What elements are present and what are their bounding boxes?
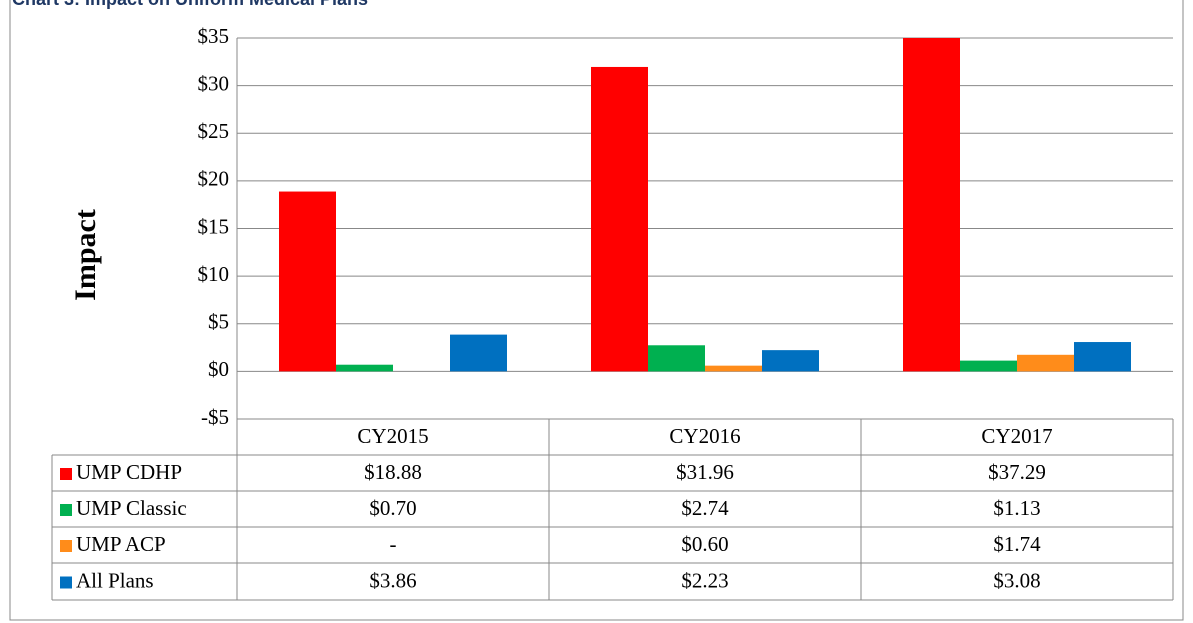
table-value: $37.29 bbox=[988, 460, 1046, 484]
table-value: $1.13 bbox=[993, 496, 1040, 520]
table-value: $3.86 bbox=[369, 568, 416, 592]
legend-swatch bbox=[60, 504, 72, 516]
table-value: - bbox=[390, 532, 397, 556]
bar bbox=[450, 334, 507, 372]
table-value: $1.74 bbox=[993, 532, 1041, 556]
table-value: $2.23 bbox=[681, 568, 728, 592]
legend-label: UMP CDHP bbox=[76, 460, 182, 484]
y-tick-label: -$5 bbox=[201, 405, 229, 429]
bar bbox=[279, 191, 336, 372]
y-tick-label: $25 bbox=[198, 119, 230, 143]
legend-label: UMP ACP bbox=[76, 532, 166, 556]
bar bbox=[591, 66, 648, 372]
chart-title: Chart 3: Impact on Uniform Medical Plans bbox=[12, 0, 368, 9]
table-value: $18.88 bbox=[364, 460, 422, 484]
legend-swatch bbox=[60, 576, 72, 589]
y-tick-label: $0 bbox=[208, 357, 229, 381]
bar bbox=[648, 345, 705, 372]
table-value: $0.70 bbox=[369, 496, 416, 520]
category-label: CY2016 bbox=[669, 424, 740, 448]
table-value: $3.08 bbox=[993, 568, 1040, 592]
y-tick-label: $10 bbox=[198, 262, 230, 286]
legend-label: All Plans bbox=[76, 568, 154, 592]
y-tick-label: $5 bbox=[208, 310, 229, 334]
y-axis-label: Impact bbox=[69, 209, 102, 301]
legend-swatch bbox=[60, 540, 72, 552]
bar bbox=[705, 365, 762, 372]
y-tick-label: $15 bbox=[198, 214, 230, 238]
bar bbox=[336, 364, 393, 372]
bar bbox=[903, 38, 960, 372]
y-tick-label: $35 bbox=[198, 24, 230, 48]
table-value: $0.60 bbox=[681, 532, 728, 556]
bar bbox=[1017, 354, 1074, 372]
legend-swatch bbox=[60, 468, 72, 480]
category-label: CY2015 bbox=[357, 424, 428, 448]
legend-label: UMP Classic bbox=[76, 496, 187, 520]
table-value: $2.74 bbox=[681, 496, 729, 520]
bar bbox=[762, 350, 819, 372]
category-label: CY2017 bbox=[981, 424, 1052, 448]
bar bbox=[1074, 342, 1131, 372]
table-value: $31.96 bbox=[676, 460, 734, 484]
y-tick-label: $30 bbox=[198, 71, 230, 95]
y-tick-label: $20 bbox=[198, 167, 230, 191]
bar bbox=[960, 360, 1017, 372]
